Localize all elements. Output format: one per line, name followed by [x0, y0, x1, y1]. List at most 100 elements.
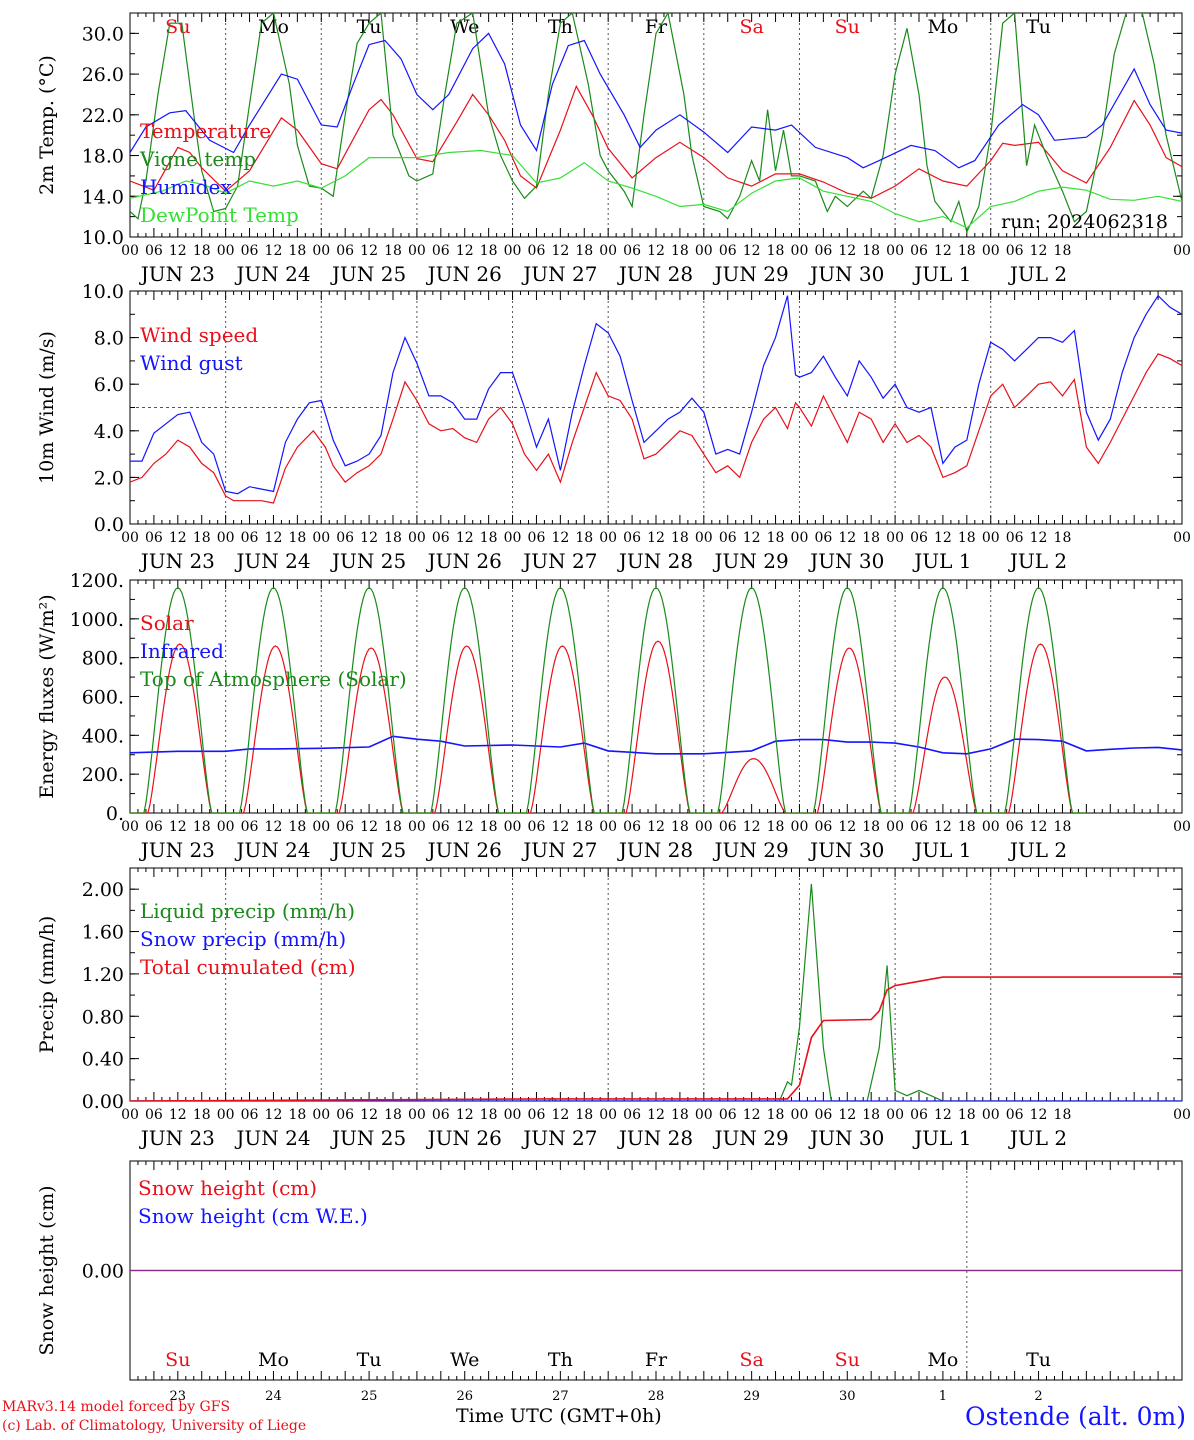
y-tick-label: 0.40	[82, 1049, 124, 1071]
date-label: JUL 1	[912, 262, 971, 286]
hour-tick-label: 06	[719, 819, 737, 835]
date-label: JUN 25	[330, 549, 406, 573]
hour-tick-label: 06	[719, 243, 737, 259]
hour-tick-label: 00	[121, 243, 139, 259]
hour-tick-label: 12	[1030, 243, 1048, 259]
hour-tick-label: 00	[791, 530, 809, 546]
hour-tick-label: 18	[671, 819, 689, 835]
weekday-label: Mo	[927, 1349, 958, 1371]
y-tick-label: 14.0	[82, 186, 124, 208]
legend-entry: Total cumulated (cm)	[140, 955, 356, 979]
date-label: JUL 2	[1008, 838, 1067, 862]
hour-tick-label: 00	[504, 819, 522, 835]
hour-tick-label: 06	[623, 243, 641, 259]
hour-tick-label: 18	[288, 530, 306, 546]
day-number-label: 27	[552, 1389, 569, 1404]
y-tick-label: 10.0	[82, 281, 124, 303]
hour-tick-label: 06	[1006, 530, 1024, 546]
hour-tick-label: 18	[767, 819, 785, 835]
hour-tick-label: 06	[1006, 1107, 1024, 1123]
panel-flux: 0. 200. 400. 600. 800. 1000. 1200. Energy fluxe…	[36, 570, 1191, 862]
hour-tick-label: 12	[743, 1107, 761, 1123]
date-label: JUL 2	[1008, 549, 1067, 573]
hour-tick-label: 06	[814, 243, 832, 259]
hour-tick-label: 12	[647, 1107, 665, 1123]
legend-entry: Humidex	[140, 175, 232, 199]
date-label: JUN 29	[713, 262, 789, 286]
series-line-humidex	[130, 32, 1182, 169]
legend-entry: Snow height (cm W.E.)	[138, 1204, 368, 1228]
weekday-label: Sa	[739, 1349, 763, 1371]
date-label: JUN 25	[330, 262, 406, 286]
hour-tick-label: 18	[288, 1107, 306, 1123]
weekday-label: Th	[548, 1349, 573, 1371]
hour-tick-label: 00	[217, 819, 235, 835]
hour-tick-label: 18	[862, 530, 880, 546]
hour-tick-label: 00	[886, 243, 904, 259]
hour-tick-label: 12	[647, 819, 665, 835]
panel-snow: 0.00 Snow height (cm) Su 23 Mo 24 Tu 25 We 26 Th 27…	[36, 1160, 1183, 1404]
day-number-label: 23	[170, 1389, 187, 1404]
panel-wind: 0.0 2.0 4.0 6.0 8.0 10.0 10m Wind (m/s) 00 06 12 1…	[36, 281, 1191, 573]
hour-tick-label: 06	[336, 530, 354, 546]
y-tick-label: 8.0	[94, 328, 124, 350]
hour-tick-label: 00	[695, 819, 713, 835]
date-label: JUN 28	[617, 838, 693, 862]
hour-tick-label: 00	[217, 1107, 235, 1123]
hour-tick-label: 12	[456, 530, 474, 546]
hour-tick-label: 18	[575, 819, 593, 835]
hour-tick-label: 06	[336, 819, 354, 835]
credit-line-model: MARv3.14 model forced by GFS	[2, 1399, 231, 1415]
hour-tick-label: 06	[910, 819, 928, 835]
y-tick-label: 0.00	[82, 1091, 124, 1113]
hour-tick-label: 00	[121, 819, 139, 835]
hour-tick-label: 18	[767, 1107, 785, 1123]
hour-tick-label: 00	[408, 819, 426, 835]
weekday-label: Fr	[645, 16, 668, 38]
hour-tick-label: 00	[982, 243, 1000, 259]
weekday-label: Tu	[1026, 1349, 1051, 1371]
series-line-wind-speed	[130, 353, 1182, 504]
hour-tick-label: 12	[456, 1107, 474, 1123]
date-label: JUN 29	[713, 1126, 789, 1150]
hour-tick-label: 00	[982, 819, 1000, 835]
hour-tick-label: 06	[814, 819, 832, 835]
hour-tick-label: 06	[241, 1107, 259, 1123]
hour-tick-label: 06	[241, 530, 259, 546]
hour-tick-label: 00	[312, 1107, 330, 1123]
y-axis-label: Energy fluxes (W/m²)	[36, 594, 58, 798]
y-tick-label: 1.60	[82, 922, 124, 944]
series-line-vigne-temp	[130, 13, 1182, 234]
hour-tick-label: 12	[265, 1107, 283, 1123]
date-label: JUN 24	[234, 838, 310, 862]
series-line-infrared	[130, 735, 1182, 755]
date-label: JUN 23	[139, 262, 215, 286]
y-tick-label: 18.0	[82, 146, 124, 168]
y-tick-label: 30.0	[82, 23, 124, 45]
hour-tick-label: 18	[958, 819, 976, 835]
hour-tick-label: 12	[838, 530, 856, 546]
hour-tick-label: 00	[695, 1107, 713, 1123]
legend-entry: Wind gust	[140, 351, 243, 375]
hour-tick-label: 18	[1054, 530, 1072, 546]
date-label: JUN 28	[617, 1126, 693, 1150]
hour-tick-label: 06	[719, 1107, 737, 1123]
weekday-label: Mo	[927, 16, 958, 38]
date-label: JUN 30	[808, 549, 884, 573]
hour-tick-label: 06	[910, 530, 928, 546]
date-label: JUN 27	[521, 262, 597, 286]
hour-tick-label: 12	[1030, 819, 1048, 835]
hour-tick-label: 00	[217, 530, 235, 546]
hour-tick-label: 00	[982, 530, 1000, 546]
weekday-label: We	[450, 16, 479, 38]
hour-tick-label: 00	[504, 243, 522, 259]
hour-tick-label: 18	[767, 243, 785, 259]
hour-tick-label: 06	[145, 530, 163, 546]
weekday-label: Sa	[739, 16, 763, 38]
hour-tick-label: 00	[695, 243, 713, 259]
series-line-top-of-atmosphere-solar-	[130, 587, 1087, 813]
weekday-label: We	[450, 1349, 479, 1371]
hour-tick-label: 12	[265, 530, 283, 546]
day-number-label: 26	[456, 1389, 473, 1404]
hour-tick-label: 06	[623, 819, 641, 835]
